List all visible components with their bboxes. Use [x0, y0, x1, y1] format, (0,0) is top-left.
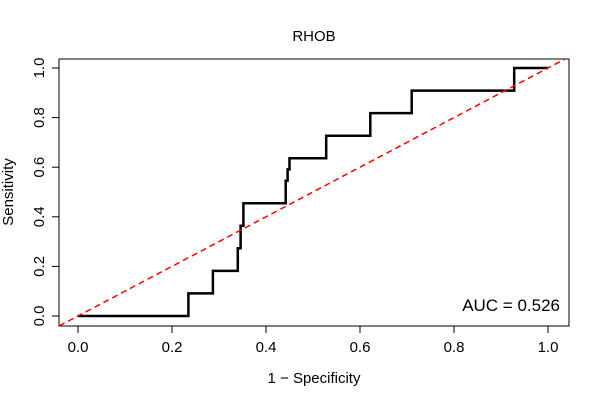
- y-tick-label: 0.6: [31, 157, 48, 178]
- plot-frame: [58, 58, 570, 327]
- y-tick-label: 0.8: [31, 107, 48, 128]
- x-tick-label: 0.0: [68, 339, 89, 356]
- y-tick-label: 0.0: [31, 306, 48, 327]
- chart-title: RHOB: [292, 28, 335, 45]
- auc-annotation: AUC = 0.526: [462, 296, 560, 315]
- plot-area: [59, 59, 567, 326]
- y-axis-label: Sensitivity: [0, 158, 17, 226]
- y-tick-label: 0.4: [31, 206, 48, 227]
- reference-diagonal-line: [59, 59, 567, 326]
- x-tick-label: 0.6: [350, 339, 371, 356]
- x-tick-label: 0.8: [444, 339, 465, 356]
- x-tick-label: 1.0: [538, 339, 559, 356]
- x-tick-label: 0.4: [256, 339, 277, 356]
- y-tick-label: 0.2: [31, 256, 48, 277]
- y-axis: 0.0 0.2 0.4 0.6 0.8 1.0: [31, 58, 60, 327]
- y-tick-label: 1.0: [31, 58, 48, 79]
- x-axis-label: 1 − Specificity: [268, 370, 361, 387]
- x-axis: 0.0 0.2 0.4 0.6 0.8 1.0: [68, 325, 559, 356]
- roc-curve: [78, 66, 548, 318]
- x-tick-label: 0.2: [162, 339, 183, 356]
